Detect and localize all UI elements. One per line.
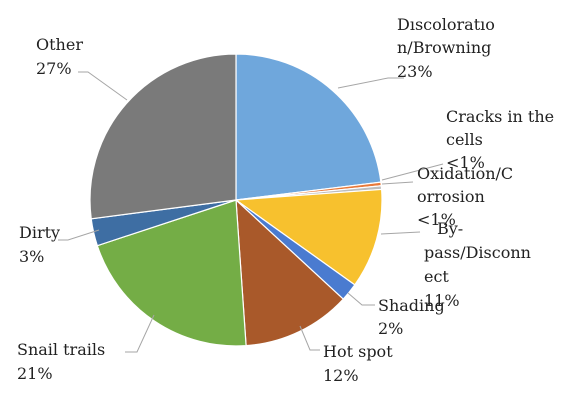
- pie-slice-other: [89, 53, 237, 220]
- leader-oxidation: [381, 181, 414, 185]
- value-hotspot: 12%: [323, 366, 359, 385]
- value-discoloration: 23%: [397, 62, 433, 81]
- value-bypass: 11%: [424, 291, 460, 310]
- label-shading: Shading 2%: [378, 296, 450, 338]
- label-hotspot: Hot spot 12%: [323, 342, 398, 385]
- value-dirty: 3%: [19, 247, 44, 266]
- label-bypass: By- pass/Disconn ect 11%: [424, 219, 536, 310]
- name-other: Other: [36, 35, 83, 54]
- pie-slices: [89, 53, 383, 347]
- label-cracks: Cracks in the cells <1%: [446, 107, 559, 172]
- leader-shading: [347, 292, 375, 306]
- name-dirty: Dirty: [19, 223, 60, 242]
- pie-slice-snail-trails: [96, 199, 247, 347]
- name-snail: Snail trails: [17, 340, 105, 359]
- label-discoloration: Dıscoloratıo n/Browning 23%: [397, 15, 500, 81]
- leader-snail: [125, 314, 155, 353]
- leader-hotspot: [299, 325, 320, 351]
- label-snail: Snail trails 21%: [17, 340, 110, 383]
- value-cracks: <1%: [446, 153, 485, 172]
- value-oxidation: <1%: [417, 210, 456, 229]
- leader-bypass: [380, 231, 421, 235]
- value-other: 27%: [36, 59, 72, 78]
- label-other: Other 27%: [36, 35, 88, 78]
- label-dirty: Dirty 3%: [19, 223, 65, 266]
- value-snail: 21%: [17, 364, 53, 383]
- slice-labels: Dıscoloratıo n/Browning 23% Cracks in th…: [17, 15, 559, 385]
- leader-lines: [58, 71, 444, 353]
- leader-discoloration: [337, 77, 404, 89]
- leader-cracks: [381, 163, 444, 181]
- value-shading: 2%: [378, 319, 403, 338]
- leader-other: [78, 71, 128, 101]
- pie-slice-d-scolorat-o-n-browning: [235, 53, 382, 201]
- name-hotspot: Hot spot: [323, 342, 393, 361]
- pie-slice-by-pass-disconn-ect: [234, 188, 383, 286]
- name-shading: Shading: [378, 296, 445, 315]
- pie-slice-hot-spot: [235, 198, 345, 347]
- leader-dirty: [58, 229, 100, 241]
- label-oxidation: Oxidation/C orrosion <1%: [417, 164, 518, 229]
